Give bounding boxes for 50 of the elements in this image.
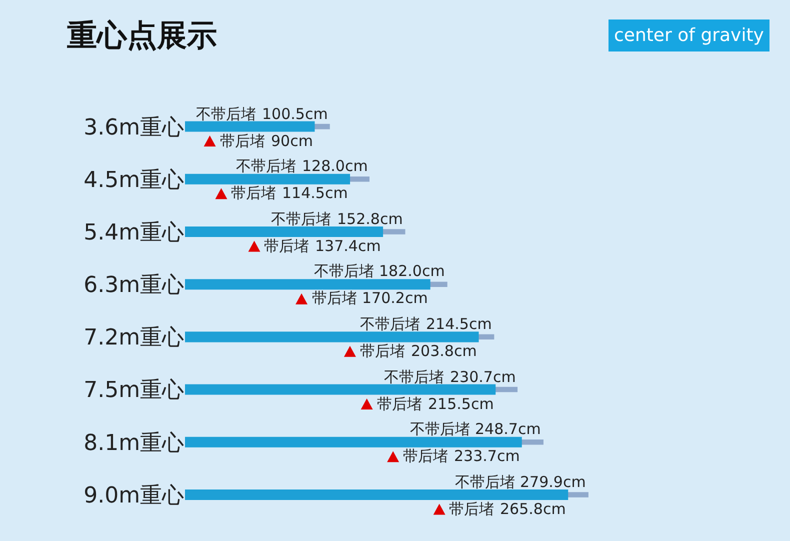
bar bbox=[185, 226, 384, 237]
y-tick-label: 6.3m重心 bbox=[84, 273, 184, 298]
text: 带后堵 bbox=[360, 342, 405, 360]
y-tick-label: 8.1m重心 bbox=[84, 430, 184, 456]
data-label: 137.4cm bbox=[315, 237, 381, 255]
series-label: 不带后堵 bbox=[384, 368, 444, 386]
bar bbox=[185, 279, 430, 290]
text: 不带后堵 bbox=[196, 105, 256, 123]
bar bbox=[185, 121, 315, 132]
data-label: 100.5cm bbox=[262, 105, 328, 123]
text: 不带后堵 bbox=[236, 157, 296, 175]
text: 带后堵 bbox=[312, 289, 357, 307]
bar bbox=[185, 174, 350, 184]
text: 带后堵 bbox=[449, 500, 494, 518]
data-label: 182.0cm bbox=[379, 262, 445, 280]
data-label: 265.8cm bbox=[500, 500, 566, 518]
data-label: 114.5cm bbox=[282, 184, 348, 202]
bar bbox=[185, 436, 522, 448]
data-label: 128.0cm bbox=[302, 157, 368, 175]
bar bbox=[185, 384, 496, 395]
data-label: 233.7cm bbox=[454, 447, 520, 465]
text: 不带后堵 bbox=[410, 420, 470, 438]
y-tick-label: 7.5m重心 bbox=[84, 378, 184, 404]
y-tick-label: 5.4m重心 bbox=[84, 220, 184, 246]
y-tick-label: 9.0m重心 bbox=[84, 483, 184, 508]
y-tick-label: 4.5m重心 bbox=[84, 168, 184, 193]
text: 带后堵 bbox=[231, 184, 276, 202]
data-label: 152.8cm bbox=[337, 210, 403, 228]
data-label: 203.8cm bbox=[411, 342, 477, 360]
bar bbox=[185, 332, 479, 342]
text: 带后堵 bbox=[403, 447, 448, 465]
data-label: 230.7cm bbox=[450, 368, 516, 386]
data-label: 90cm bbox=[271, 132, 313, 150]
series-label: 带后堵 bbox=[264, 237, 309, 255]
text: 不带后堵 bbox=[360, 315, 420, 333]
text: 带后堵 bbox=[220, 132, 265, 150]
y-tick-label: 7.2m重心 bbox=[84, 326, 184, 351]
text: 不带后堵 bbox=[314, 262, 374, 280]
y-tick-label: 3.6m重心 bbox=[84, 115, 184, 140]
data-label: 215.5cm bbox=[428, 395, 494, 413]
chart-title: 重心点展示 bbox=[67, 18, 218, 54]
text: 不带后堵 bbox=[271, 210, 331, 228]
data-label: 170.2cm bbox=[362, 289, 428, 307]
data-label: 279.9cm bbox=[520, 473, 586, 491]
bar bbox=[185, 489, 568, 500]
text: center of gravity bbox=[614, 25, 764, 46]
data-label: 214.5cm bbox=[426, 315, 492, 333]
data-label: 248.7cm bbox=[475, 420, 541, 438]
text: 带后堵 bbox=[377, 395, 422, 413]
text: 不带后堵 bbox=[455, 473, 515, 491]
